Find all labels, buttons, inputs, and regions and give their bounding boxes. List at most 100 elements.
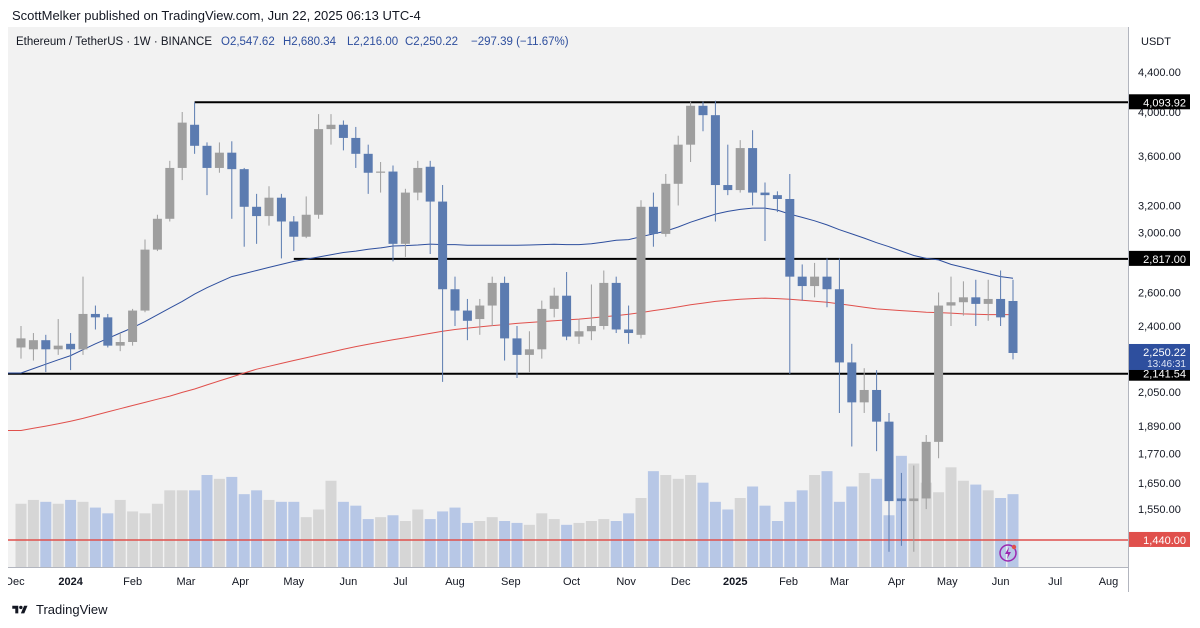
change-value: −297.39 (−11.67%) xyxy=(471,36,569,48)
candle-body[interactable] xyxy=(425,166,435,202)
candle-body[interactable] xyxy=(760,192,770,196)
candle-body[interactable] xyxy=(524,349,534,355)
time-tick-label: Sep xyxy=(501,576,521,588)
candle-body[interactable] xyxy=(500,282,510,339)
candle-body[interactable] xyxy=(896,498,906,502)
candle-body[interactable] xyxy=(475,305,485,320)
volume-bar xyxy=(610,521,622,567)
candle-body[interactable] xyxy=(128,310,138,342)
candle-body[interactable] xyxy=(859,389,869,403)
candle-body[interactable] xyxy=(772,195,782,199)
volume-bar xyxy=(27,499,39,567)
candle-body[interactable] xyxy=(834,289,844,363)
candle-body[interactable] xyxy=(90,313,100,318)
candle-body[interactable] xyxy=(624,329,634,334)
candle-body[interactable] xyxy=(462,310,472,321)
candle-body[interactable] xyxy=(797,276,807,287)
candle-body[interactable] xyxy=(314,129,324,215)
candle-body[interactable] xyxy=(636,206,646,335)
candle-body[interactable] xyxy=(946,302,956,306)
candle-body[interactable] xyxy=(958,297,968,303)
candle-body[interactable] xyxy=(549,295,559,309)
candle-body[interactable] xyxy=(214,152,224,168)
candle-body[interactable] xyxy=(438,201,448,290)
candle-body[interactable] xyxy=(586,325,596,332)
candle-body[interactable] xyxy=(487,282,497,306)
candle-body[interactable] xyxy=(351,137,361,154)
candle-body[interactable] xyxy=(326,124,336,130)
candle-body[interactable] xyxy=(686,105,696,145)
candle-body[interactable] xyxy=(648,206,658,234)
candle-body[interactable] xyxy=(512,338,522,355)
candle-body[interactable] xyxy=(363,153,373,173)
candle-body[interactable] xyxy=(190,124,200,146)
candle-body[interactable] xyxy=(66,343,76,350)
candle-body[interactable] xyxy=(971,297,981,304)
candle-body[interactable] xyxy=(338,124,348,138)
candle-body[interactable] xyxy=(872,389,882,422)
candle-body[interactable] xyxy=(264,197,274,217)
volume-bar xyxy=(561,524,573,567)
level-price-tag xyxy=(1129,531,1190,547)
candle-body[interactable] xyxy=(103,317,113,346)
candle-body[interactable] xyxy=(574,331,584,337)
candle-body[interactable] xyxy=(202,145,212,168)
chart-frame[interactable]: 4,400.00 4,000.00 3,600.00 3,200.00 3,000.00… xyxy=(5,27,1190,592)
candle-body[interactable] xyxy=(698,105,708,116)
candle-body[interactable] xyxy=(611,282,621,330)
candle-body[interactable] xyxy=(289,221,299,237)
candle-body[interactable] xyxy=(276,197,286,222)
candle-body[interactable] xyxy=(537,308,547,350)
candle-body[interactable] xyxy=(388,171,398,244)
candle-body[interactable] xyxy=(78,313,88,350)
candle-body[interactable] xyxy=(847,362,857,403)
candle-body[interactable] xyxy=(810,276,820,287)
level-price-text: 1,440.00 xyxy=(1143,535,1186,547)
price-chart[interactable]: 4,400.00 4,000.00 3,600.00 3,200.00 3,000.00… xyxy=(5,27,1190,592)
candle-body[interactable] xyxy=(748,148,758,193)
candle-body[interactable] xyxy=(227,152,237,170)
candle-body[interactable] xyxy=(413,167,423,193)
candle-body[interactable] xyxy=(661,183,671,234)
candle-body[interactable] xyxy=(177,122,187,168)
candle-body[interactable] xyxy=(909,498,919,502)
candle-body[interactable] xyxy=(53,345,63,350)
candle-body[interactable] xyxy=(28,340,38,350)
candle-body[interactable] xyxy=(140,249,150,311)
candle-body[interactable] xyxy=(599,282,609,326)
candle-body[interactable] xyxy=(996,298,1006,318)
candle-body[interactable] xyxy=(884,421,894,502)
volume-bar xyxy=(499,521,511,567)
volume-bar xyxy=(89,507,101,567)
candle-body[interactable] xyxy=(710,115,720,186)
candle-body[interactable] xyxy=(1008,300,1018,353)
ma-red-line xyxy=(8,297,1013,431)
candle-body[interactable] xyxy=(252,206,262,217)
candle-body[interactable] xyxy=(785,198,795,277)
time-tick-label: Dec xyxy=(671,576,691,588)
candle-body[interactable] xyxy=(115,341,125,346)
candle-body[interactable] xyxy=(301,214,311,237)
flash-icon[interactable] xyxy=(999,544,1017,562)
moving-averages xyxy=(8,207,1014,431)
candle-body[interactable] xyxy=(723,185,733,191)
volume-bar xyxy=(114,499,126,567)
candle-body[interactable] xyxy=(673,144,683,184)
candle-body[interactable] xyxy=(822,276,832,290)
candle-body[interactable] xyxy=(983,298,993,304)
candle-body[interactable] xyxy=(376,171,386,173)
volume-bar xyxy=(771,521,783,567)
candle-body[interactable] xyxy=(735,148,745,191)
candle-body[interactable] xyxy=(400,192,410,244)
candle-body[interactable] xyxy=(41,340,51,350)
candle-body[interactable] xyxy=(152,218,162,250)
candle-body[interactable] xyxy=(165,167,175,219)
candle-body[interactable] xyxy=(16,338,26,348)
candle-body[interactable] xyxy=(921,441,931,499)
candle-body[interactable] xyxy=(934,305,944,442)
candle-body[interactable] xyxy=(562,295,572,337)
volume-bar xyxy=(982,490,994,567)
symbol-name: Ethereum / TetherUS · 1W · BINANCE xyxy=(16,36,212,48)
candle-body[interactable] xyxy=(450,289,460,311)
candle-body[interactable] xyxy=(239,169,249,207)
